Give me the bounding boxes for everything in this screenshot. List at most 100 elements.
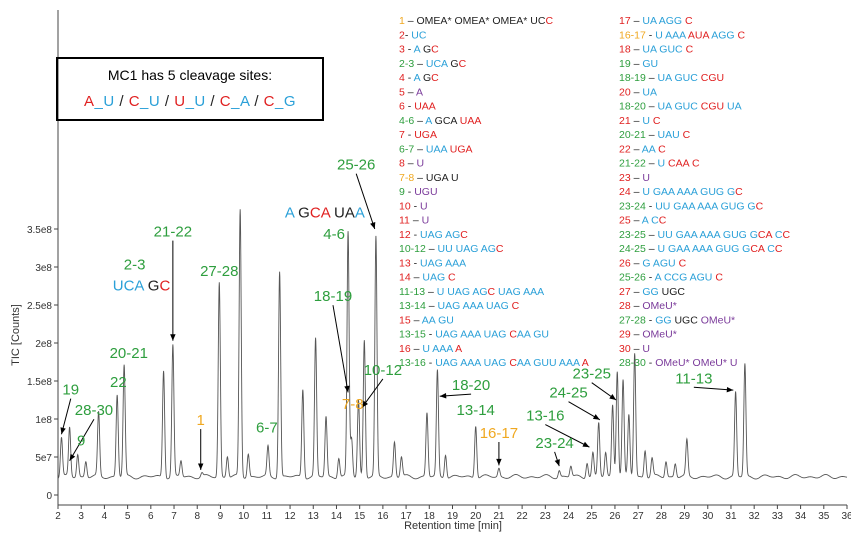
- arrow-head: [554, 459, 560, 467]
- peak-annotations: 19 28-30 9 22 20-21 2-3 21-22 27-28 1 6-7 18-19 4-6…: [60, 157, 734, 470]
- peak-annotation: 19: [60, 382, 79, 435]
- cleavage-site-part: /: [249, 93, 264, 110]
- x-tick-label: 30: [702, 511, 714, 522]
- cleavage-site-part: C: [128, 93, 141, 110]
- y-tick-label: 1.5e8: [27, 377, 52, 388]
- y-tick-label: 3.5e8: [27, 225, 52, 236]
- x-tick-label: 33: [772, 511, 784, 522]
- peak-label: 1: [197, 412, 205, 429]
- arrow-head: [592, 414, 600, 420]
- peak-annotation: 20-21: [110, 345, 148, 362]
- arrow-head: [344, 385, 350, 393]
- cleavage-site-part: /: [205, 93, 220, 110]
- peak-label: 19: [62, 382, 79, 399]
- arrow-head: [496, 458, 502, 466]
- x-tick-label: 18: [424, 511, 436, 522]
- peak-annotation: 16-17: [480, 425, 518, 466]
- x-tick-label: 21: [493, 511, 505, 522]
- peak-arrow: [332, 305, 349, 393]
- y-tick-label: 3e8: [35, 263, 52, 274]
- arrow-head: [361, 400, 368, 408]
- x-tick-label: 16: [377, 511, 389, 522]
- peak-label: 23-24: [535, 435, 573, 452]
- structure-labels: UCA GC A GCA UAA: [113, 205, 365, 295]
- tic-trace-line: [57, 209, 848, 480]
- arrow-head: [370, 222, 376, 229]
- cleavage-site-part: C: [263, 93, 276, 110]
- cleavage-site-part: _U: [185, 93, 206, 110]
- cleavage-site-part: _A: [231, 93, 250, 110]
- x-tick-label: 3: [78, 511, 84, 522]
- x-tick-label: 36: [841, 511, 851, 522]
- x-tick-label: 26: [609, 511, 621, 522]
- peak-annotation: 10-12: [361, 362, 402, 408]
- x-tick-label: 35: [818, 511, 830, 522]
- y-tick-label: 0: [46, 491, 52, 502]
- peak-label: 10-12: [364, 362, 402, 379]
- x-tick-label: 23: [540, 511, 552, 522]
- peak-label: 25-26: [337, 157, 375, 174]
- x-tick-label: 22: [517, 511, 529, 522]
- peak-label: 23-25: [573, 366, 611, 383]
- peak-annotation: 24-25: [549, 385, 601, 421]
- peak-label: 16-17: [480, 425, 518, 442]
- peak-label: 2-3: [124, 256, 146, 273]
- peak-label: 9: [77, 433, 85, 450]
- peak-annotation: 18-19: [314, 288, 352, 393]
- peak-label: 22: [110, 374, 127, 391]
- arrow-head: [439, 393, 447, 399]
- cleavage-sites-box: MC1 has 5 cleavage sites: A_U / C_U / U_…: [56, 57, 324, 121]
- cleavage-sites-list: A_U / C_U / U_U / C_A / C_G: [58, 93, 322, 110]
- peak-arrow: [545, 424, 590, 448]
- y-tick-label: 1e8: [35, 415, 52, 426]
- arrow-head: [197, 463, 204, 470]
- peak-label: 11-13: [675, 370, 712, 387]
- sequence-label: UCA GC: [113, 278, 171, 295]
- x-tick-label: 31: [725, 511, 737, 522]
- cleavage-site-part: _G: [275, 93, 297, 110]
- peak-arrow: [69, 418, 95, 462]
- x-tick-label: 14: [331, 511, 343, 522]
- cleavage-site-part: /: [114, 93, 129, 110]
- y-tick-label: 2.5e8: [27, 301, 52, 312]
- chart-axes: 2 3 4 5 6 7 8 9 10 11 12 13 14 15 16 17 18 19 20 21 22 23 24 25…: [27, 10, 851, 522]
- peak-annotation: 27-28: [200, 263, 238, 280]
- peak-annotation: 13-14: [457, 402, 495, 419]
- peak-annotation: 13-16: [526, 408, 590, 448]
- peak-annotation: 11-13: [675, 370, 734, 393]
- cleavage-site-part: U: [174, 93, 186, 110]
- x-tick-label: 28: [656, 511, 668, 522]
- peak-annotation: 2-3: [124, 256, 146, 273]
- cleavage-site-part: _U: [94, 93, 115, 110]
- x-tick-label: 32: [749, 511, 761, 522]
- cleavage-site-part: A: [83, 93, 95, 110]
- x-tick-label: 2: [55, 511, 61, 522]
- peak-arrow: [355, 173, 376, 230]
- peak-arrow: [693, 386, 734, 391]
- x-tick-label: 25: [586, 511, 598, 522]
- peak-annotation: 25-26: [337, 157, 376, 230]
- peak-label: 4-6: [323, 226, 345, 243]
- cleavage-site-part: _U: [140, 93, 161, 110]
- peak-label: 6-7: [256, 420, 278, 437]
- peak-annotation: 9: [77, 433, 85, 450]
- peak-annotation: 28-30: [69, 402, 113, 462]
- peak-label: 18-19: [314, 288, 352, 305]
- y-tick-label: 5e7: [35, 453, 52, 464]
- x-tick-label: 12: [284, 511, 296, 522]
- peak-label: 13-16: [526, 408, 564, 425]
- peak-annotation: 1: [197, 412, 205, 470]
- x-axis-label: Retention time [min]: [404, 520, 502, 532]
- arrow-head: [726, 386, 734, 393]
- x-tick-label: 5: [125, 511, 131, 522]
- y-axis-label: TIC [Counts]: [10, 304, 22, 366]
- x-tick-label: 9: [218, 511, 224, 522]
- peak-label: 28-30: [75, 402, 113, 419]
- peak-annotation: 6-7: [256, 420, 278, 437]
- arrow-head: [69, 453, 76, 461]
- peak-label: 20-21: [110, 345, 148, 362]
- peak-annotation: 18-20: [439, 377, 490, 399]
- x-tick-label: 27: [633, 511, 645, 522]
- cleavage-site-part: C: [219, 93, 232, 110]
